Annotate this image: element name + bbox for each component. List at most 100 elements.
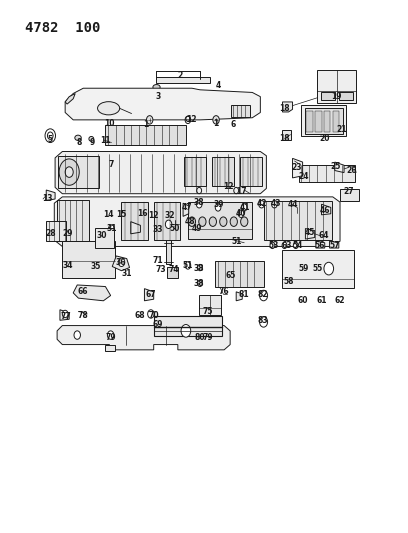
Circle shape — [241, 217, 248, 227]
Text: 26: 26 — [347, 166, 357, 175]
Polygon shape — [282, 102, 293, 112]
Circle shape — [259, 290, 268, 301]
Text: 79: 79 — [203, 333, 213, 342]
Circle shape — [242, 204, 247, 211]
Text: 9: 9 — [89, 138, 95, 147]
Polygon shape — [46, 190, 55, 200]
Text: 73: 73 — [155, 265, 166, 273]
Circle shape — [196, 200, 202, 208]
Bar — [166, 240, 171, 264]
Text: 45: 45 — [305, 228, 315, 237]
Bar — [215, 261, 264, 287]
Polygon shape — [293, 158, 303, 178]
Text: 67: 67 — [146, 290, 156, 299]
Bar — [305, 108, 343, 134]
Bar — [302, 105, 346, 136]
Text: 59: 59 — [298, 264, 308, 272]
Bar — [154, 316, 222, 336]
Text: 51: 51 — [231, 237, 242, 246]
Bar — [324, 111, 330, 132]
Bar — [212, 157, 234, 187]
Bar — [46, 221, 66, 241]
Text: 27: 27 — [344, 187, 354, 196]
Polygon shape — [322, 204, 331, 215]
Polygon shape — [335, 162, 344, 173]
Text: 38: 38 — [194, 198, 204, 207]
Text: 55: 55 — [313, 264, 323, 272]
Text: 6: 6 — [231, 119, 235, 128]
Text: 40: 40 — [236, 209, 247, 218]
Bar — [154, 202, 180, 240]
Polygon shape — [316, 241, 325, 248]
Text: 8: 8 — [77, 138, 82, 147]
Circle shape — [209, 217, 217, 227]
Bar — [317, 70, 356, 103]
Circle shape — [118, 258, 125, 266]
Text: 24: 24 — [299, 172, 309, 181]
Bar — [321, 92, 335, 100]
Circle shape — [45, 129, 55, 142]
Text: 1: 1 — [143, 119, 148, 128]
Text: 30: 30 — [97, 231, 107, 240]
Circle shape — [197, 280, 202, 287]
Text: 49: 49 — [191, 224, 202, 233]
Circle shape — [293, 242, 298, 248]
Text: 43: 43 — [271, 199, 281, 208]
Bar — [184, 157, 206, 187]
Text: 1: 1 — [213, 118, 219, 127]
Polygon shape — [55, 151, 266, 193]
Text: 38: 38 — [194, 264, 204, 272]
Text: 79: 79 — [105, 333, 116, 342]
Text: 11: 11 — [100, 136, 111, 146]
Bar — [95, 228, 114, 248]
Text: 60: 60 — [297, 296, 308, 305]
Text: 12: 12 — [223, 182, 233, 191]
Polygon shape — [60, 310, 69, 320]
Ellipse shape — [89, 136, 94, 141]
Text: 10: 10 — [104, 118, 115, 127]
Circle shape — [282, 242, 287, 248]
Text: 68: 68 — [134, 311, 145, 319]
Polygon shape — [313, 264, 323, 274]
Bar — [299, 165, 355, 182]
Text: 25: 25 — [331, 162, 341, 171]
Text: 23: 23 — [291, 163, 302, 172]
Text: 15: 15 — [116, 211, 127, 219]
Text: 51: 51 — [183, 261, 193, 270]
Text: 28: 28 — [45, 229, 55, 238]
Circle shape — [148, 310, 154, 318]
Polygon shape — [73, 285, 111, 301]
Circle shape — [215, 204, 221, 211]
Polygon shape — [236, 292, 242, 301]
Text: 71: 71 — [153, 256, 163, 265]
Circle shape — [62, 310, 68, 318]
Text: 19: 19 — [332, 92, 342, 101]
Circle shape — [270, 242, 275, 248]
Text: 18: 18 — [279, 104, 290, 113]
Circle shape — [181, 325, 191, 337]
Text: 16: 16 — [137, 209, 148, 218]
Bar — [340, 189, 359, 200]
Text: 47: 47 — [182, 203, 192, 212]
Bar — [333, 111, 339, 132]
Text: 17: 17 — [236, 187, 247, 196]
Text: 29: 29 — [62, 229, 72, 238]
Circle shape — [188, 217, 195, 227]
Text: 4: 4 — [215, 81, 221, 90]
Text: 35: 35 — [90, 262, 100, 271]
Text: 78: 78 — [77, 311, 88, 320]
Text: 70: 70 — [149, 311, 159, 320]
Circle shape — [109, 225, 114, 232]
Bar — [339, 92, 353, 100]
Text: 34: 34 — [63, 261, 73, 270]
Circle shape — [238, 210, 244, 217]
Text: 61: 61 — [317, 296, 327, 305]
Text: 14: 14 — [103, 211, 114, 219]
Polygon shape — [330, 241, 339, 248]
Circle shape — [272, 200, 277, 208]
Bar — [264, 200, 332, 240]
Circle shape — [65, 167, 73, 177]
Text: 46: 46 — [319, 206, 330, 215]
Bar — [122, 202, 148, 240]
Text: 12: 12 — [186, 115, 196, 124]
